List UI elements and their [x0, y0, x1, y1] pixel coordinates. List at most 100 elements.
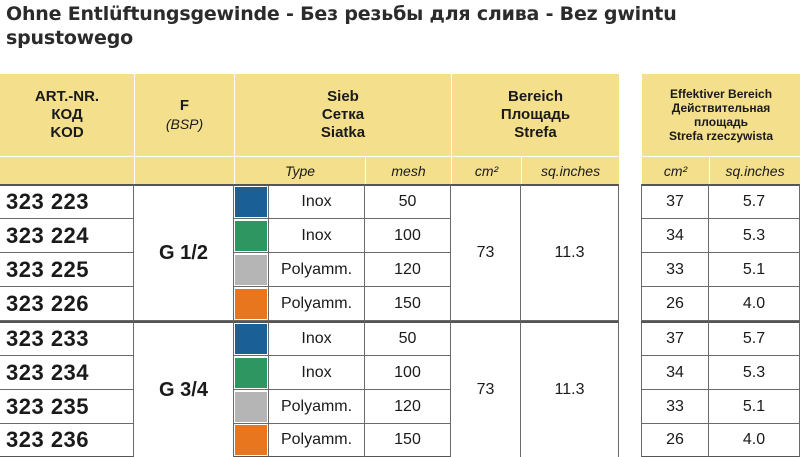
header-thread-sub: (BSP) — [165, 116, 204, 132]
eff-sq-inches: 5.3 — [709, 219, 800, 253]
table-row: 323 233 G 3/4 Inox 50 73 11.3 37 5.7 — [0, 321, 800, 457]
eff-cm2: 33 — [641, 253, 710, 287]
sieve-type: Polyamm. — [269, 287, 365, 321]
subheader-eff-sq-inches: sq.inches — [709, 156, 800, 184]
header-effektiv-line: площадь — [694, 115, 749, 129]
eff-sq-inches: 5.7 — [709, 184, 800, 219]
thread-size: G 1/2 — [134, 184, 234, 321]
sieve-type: Inox — [269, 219, 365, 253]
swatch-color — [235, 220, 267, 251]
swatch-color — [235, 425, 267, 455]
bereich-sq-inches: 11.3 — [521, 321, 620, 457]
mesh-color-swatch — [234, 287, 269, 321]
eff-cm2: 37 — [641, 321, 710, 356]
header-art-line: КОД — [51, 106, 83, 123]
mesh-value: 120 — [365, 390, 452, 424]
eff-cm2: 34 — [641, 219, 710, 253]
eff-cm2: 26 — [641, 424, 710, 457]
subheader-sq-inches: sq.inches — [521, 156, 620, 184]
art-number: 323 224 — [0, 219, 134, 253]
header-sieb-line: Siatka — [320, 124, 366, 141]
column-gap — [619, 321, 642, 356]
column-gap — [619, 253, 642, 287]
header-art-nr: ART.-NR. КОД KOD — [0, 74, 134, 156]
bereich-cm2: 73 — [451, 321, 522, 457]
table-row: 323 225 Polyamm. 120 33 5.1 — [0, 253, 800, 287]
subheader-cm2: cm² — [451, 156, 522, 184]
sieve-type: Inox — [269, 321, 365, 356]
mesh-value: 120 — [365, 253, 452, 287]
header-sieb: Sieb Сетка Siatka — [234, 74, 452, 156]
bereich-cm2: 73 — [451, 184, 522, 321]
header-effektiv-line: Действительная — [671, 101, 771, 115]
eff-sq-inches: 5.7 — [709, 321, 800, 356]
mesh-value: 100 — [365, 219, 452, 253]
header-bereich-line: Площадь — [500, 106, 571, 123]
eff-cm2: 34 — [641, 356, 710, 390]
eff-sq-inches: 5.1 — [709, 390, 800, 424]
thread-size: G 3/4 — [134, 321, 234, 457]
swatch-color — [235, 324, 267, 354]
eff-cm2: 26 — [641, 287, 710, 321]
swatch-color — [235, 288, 267, 319]
mesh-color-swatch — [234, 253, 269, 287]
header-sieb-line: Sieb — [327, 88, 359, 105]
column-gap — [619, 219, 642, 253]
mesh-color-swatch — [234, 424, 269, 457]
mesh-color-swatch — [234, 321, 269, 356]
subheader-type: Type — [234, 156, 365, 184]
sieve-type: Polyamm. — [269, 253, 365, 287]
header-sieb-line: Сетка — [321, 106, 365, 123]
subheader-mesh: mesh — [365, 156, 452, 184]
swatch-color — [235, 254, 267, 285]
header-bereich-line: Bereich — [508, 88, 564, 105]
sieve-type: Inox — [269, 356, 365, 390]
art-number: 323 234 — [0, 356, 134, 390]
header-bereich: Bereich Площадь Strefa — [451, 74, 620, 156]
header-art-line: KOD — [50, 124, 84, 141]
column-gap — [619, 424, 642, 457]
eff-cm2: 33 — [641, 390, 710, 424]
art-number: 323 233 — [0, 321, 134, 356]
header-effektiv: Effektiver Bereich Действительная площад… — [641, 74, 800, 156]
page-title: Ohne Entlüftungsgewinde - Без резьбы для… — [6, 3, 677, 49]
mesh-value: 50 — [365, 184, 452, 219]
header-art-line: ART.-NR. — [34, 88, 100, 105]
table-row: 323 235 Polyamm. 120 33 5.1 — [0, 390, 800, 424]
mesh-color-swatch — [234, 390, 269, 424]
sieve-type: Polyamm. — [269, 424, 365, 457]
art-number: 323 225 — [0, 253, 134, 287]
subheader-empty — [134, 156, 234, 184]
header-thread: F (BSP) — [134, 74, 234, 156]
header-effektiv-line: Strefa rzeczywista — [669, 129, 774, 143]
table-row: 323 223 G 1/2 Inox 50 73 11.3 37 5.7 — [0, 184, 800, 321]
art-number: 323 235 — [0, 390, 134, 424]
art-number: 323 223 — [0, 184, 134, 219]
table-row: 323 234 Inox 100 34 5.3 — [0, 356, 800, 390]
header-thread-label: F — [179, 97, 190, 114]
spec-table: ART.-NR. КОД KOD F (BSP) Sieb Сетка Siat… — [0, 74, 800, 457]
column-gap — [619, 287, 642, 321]
eff-sq-inches: 5.3 — [709, 356, 800, 390]
table-row: 323 236 Polyamm. 150 26 4.0 — [0, 424, 800, 457]
mesh-color-swatch — [234, 184, 269, 219]
subheader-empty — [0, 156, 134, 184]
art-number: 323 236 — [0, 424, 134, 457]
mesh-color-swatch — [234, 356, 269, 390]
swatch-color — [235, 357, 267, 388]
mesh-value: 100 — [365, 356, 452, 390]
column-gap — [619, 390, 642, 424]
mesh-value: 150 — [365, 287, 452, 321]
table-row: 323 226 Polyamm. 150 26 4.0 — [0, 287, 800, 321]
mesh-value: 50 — [365, 321, 452, 356]
mesh-value: 150 — [365, 424, 452, 457]
header-bereich-line: Strefa — [514, 124, 557, 141]
eff-sq-inches: 4.0 — [709, 287, 800, 321]
table-row: 323 224 Inox 100 34 5.3 — [0, 219, 800, 253]
sieve-type: Inox — [269, 184, 365, 219]
header-effektiv-line: Effektiver Bereich — [670, 87, 773, 101]
subheader-eff-cm2: cm² — [641, 156, 710, 184]
column-gap — [619, 184, 642, 219]
eff-sq-inches: 4.0 — [709, 424, 800, 457]
art-number: 323 226 — [0, 287, 134, 321]
